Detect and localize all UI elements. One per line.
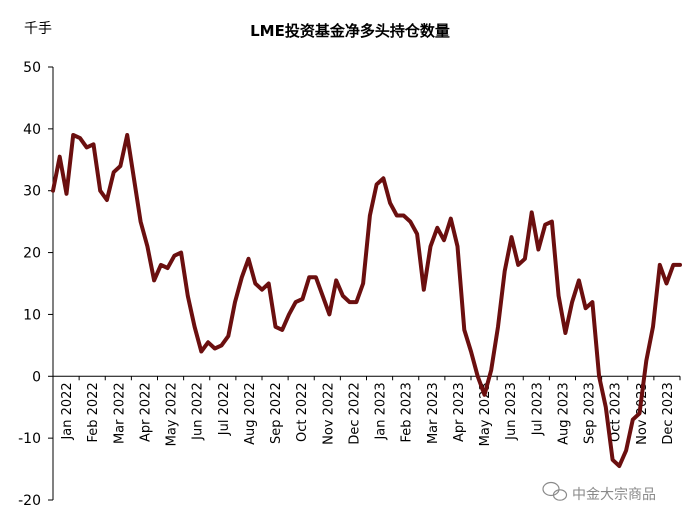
x-tick-label: May 2023	[478, 382, 493, 446]
x-tick-label: Jan 2022	[60, 382, 75, 440]
x-tick-label: Feb 2023	[400, 382, 415, 442]
x-tick-label: Mar 2023	[426, 382, 441, 444]
x-tick-label: Jun 2022	[191, 382, 206, 441]
y-tick-label: 20	[23, 246, 41, 262]
watermark-text: 中金大宗商品	[572, 487, 656, 503]
x-tick-label: Sep 2022	[269, 382, 284, 444]
chart-title: LME投资基金净多头持仓数量	[250, 22, 450, 40]
x-tick-label: Oct 2022	[295, 382, 310, 442]
x-tick-label: Feb 2022	[86, 382, 101, 442]
y-tick-label: -10	[18, 431, 41, 447]
y-tick-label: 10	[23, 307, 41, 323]
y-ticks: -20 -10 0 10 20 30 40 50	[18, 60, 53, 509]
x-tick-label: Nov 2022	[321, 382, 336, 445]
x-tick-label: Dec 2023	[661, 382, 676, 444]
x-tick-label: Jun 2023	[504, 382, 519, 441]
y-tick-label: 50	[23, 60, 41, 76]
x-tick-label: Aug 2023	[556, 382, 571, 445]
x-tick-label: Aug 2022	[243, 382, 258, 445]
series-line	[51, 133, 682, 468]
x-tick-label: Apr 2022	[138, 382, 153, 442]
x-tick-label: Mar 2022	[112, 382, 127, 444]
x-tick-label: Jul 2022	[217, 382, 232, 436]
y-tick-label: 0	[32, 369, 41, 385]
y-tick-label: 40	[23, 122, 41, 138]
x-ticks: Jan 2022 Feb 2022 Mar 2022 Apr 2022 May 2022…	[52, 376, 681, 446]
watermark: 中金大宗商品	[542, 481, 656, 503]
x-tick-label: Apr 2023	[452, 382, 467, 442]
x-tick-label: Jan 2023	[374, 382, 389, 440]
y-tick-label: 30	[23, 184, 41, 200]
x-tick-label: Nov 2023	[635, 382, 650, 445]
series-group	[51, 133, 682, 468]
wechat-icon	[542, 481, 568, 501]
y-unit-label: 千手	[24, 21, 52, 37]
y-tick-label: -20	[18, 493, 41, 509]
x-tick-label: May 2022	[165, 382, 180, 446]
x-tick-label: Jul 2023	[530, 382, 545, 436]
x-tick-label: Oct 2023	[609, 382, 624, 442]
x-tick-label: Dec 2022	[347, 382, 362, 444]
x-tick-label: Sep 2023	[583, 382, 598, 444]
